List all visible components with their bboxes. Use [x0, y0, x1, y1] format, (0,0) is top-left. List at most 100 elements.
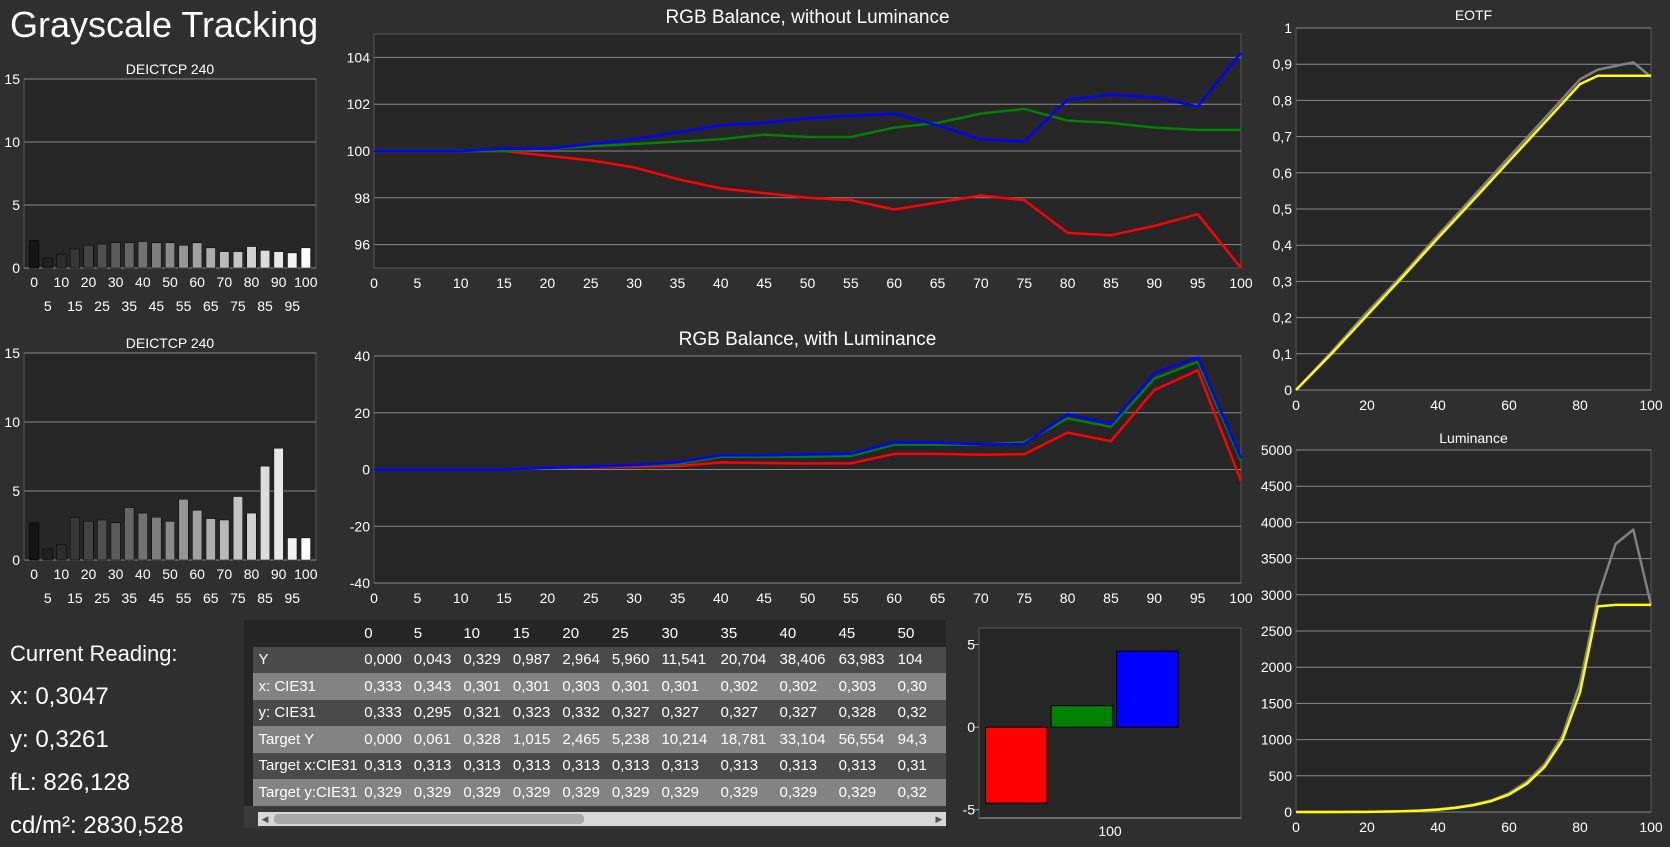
deictcp-top-plot-area [23, 78, 317, 269]
rgb-bars-ytick-label: -5 [963, 802, 976, 818]
table-cell: 0,000 [358, 646, 408, 673]
deictcp-bottom-bar [260, 465, 271, 561]
row-selector[interactable] [244, 726, 253, 753]
deictcp-top-bar [164, 242, 176, 269]
table-cell: 0,313 [457, 752, 507, 779]
table-cell: 0,327 [605, 699, 656, 726]
deictcp-bottom-bar [232, 496, 243, 561]
table-cell: 0,061 [407, 726, 458, 753]
rgb-without-lum-ytick-label: 102 [347, 96, 371, 112]
deictcp-top-bar [205, 247, 216, 269]
luminance-ytick-label: 4000 [1261, 514, 1292, 530]
table-cell: 0,301 [605, 673, 656, 700]
rgb-with-lum-ytick-label: 40 [354, 348, 370, 364]
row-label: Target x:CIE31 [252, 752, 359, 779]
deictcp-top-bar [192, 242, 203, 269]
rgb-without-lum-xtick-label: 40 [713, 275, 729, 291]
table-cell: 0,32 [891, 779, 946, 806]
rgb-with-lum-xtick-label: 70 [973, 590, 989, 606]
deictcp-bottom-xtick-label: 45 [149, 590, 165, 606]
column-header: 5 [407, 620, 458, 647]
rgb-with-lum-xtick-label: 35 [670, 590, 686, 606]
luminance-ytick-label: 1500 [1261, 695, 1292, 711]
deictcp-top-xtick-label: 25 [94, 298, 110, 314]
scroll-left-arrow-icon[interactable]: ◀ [261, 814, 269, 824]
table-row[interactable]: Y 0,000 0,043 0,329 0,987 2,964 5,960 11,541 20,… [244, 646, 946, 673]
rgb-bars-bar-green [1050, 705, 1114, 728]
table-cell: 0,329 [714, 779, 774, 806]
deictcp-bottom-xtick-label: 85 [257, 590, 273, 606]
row-selector[interactable] [244, 673, 253, 700]
rgb-without-lum-xtick-label: 20 [540, 275, 556, 291]
rgb-without-lum-xtick-label: 100 [1229, 275, 1253, 291]
deictcp-bottom-bar [83, 521, 94, 561]
rgb-with-lum-xtick-label: 95 [1190, 590, 1206, 606]
rgb-with-lum-xtick-label: 0 [370, 590, 378, 606]
deictcp-top-xtick-label: 75 [230, 298, 246, 314]
column-header: 0 [358, 620, 408, 647]
table-cell: 0,301 [655, 673, 715, 700]
rgb-with-lum-ytick-label: 20 [354, 405, 370, 421]
rgb-with-lum-xtick-label: 25 [583, 590, 599, 606]
deictcp-bottom-ytick-label: 10 [4, 414, 20, 430]
deictcp-top-ytick-label: 5 [12, 197, 20, 213]
row-selector[interactable] [244, 779, 253, 806]
table-row[interactable]: Target y:CIE31 0,329 0,329 0,329 0,329 0,329 0… [244, 779, 946, 806]
measurement-table-panel[interactable]: 0 5 10 15 20 25 30 35 40 45 50 Y 0,000 0,043 0,329 0,98… [244, 620, 946, 828]
corner-cell [252, 620, 359, 647]
row-selector-header [244, 620, 253, 647]
rgb-without-lum-xtick-label: 80 [1060, 275, 1076, 291]
deictcp-top-xtick-label: 45 [149, 298, 165, 314]
table-row[interactable]: x: CIE31 0,333 0,343 0,301 0,301 0,303 0,301 0,… [244, 673, 946, 700]
column-header: 15 [506, 620, 557, 647]
table-cell: 0,313 [407, 752, 458, 779]
eotf-ytick-label: 0,9 [1273, 56, 1293, 72]
rgb-with-lum-xtick-label: 100 [1229, 590, 1253, 606]
rgb-without-lum-xtick-label: 85 [1103, 275, 1119, 291]
rgb-without-lum-xtick-label: 15 [496, 275, 512, 291]
row-selector[interactable] [244, 699, 253, 726]
row-label: Target Y [252, 726, 359, 753]
eotf-ytick-label: 0,2 [1273, 310, 1293, 326]
deictcp-bottom-xtick-label: 25 [94, 590, 110, 606]
row-selector[interactable] [244, 752, 253, 779]
deictcp-bottom-xtick-label: 0 [30, 566, 38, 582]
deictcp-top-bar [56, 253, 67, 269]
rgb-without-lum-xtick-label: 50 [800, 275, 816, 291]
table-cell: 104 [891, 646, 946, 673]
table-cell: 94,3 [891, 726, 946, 753]
eotf-xtick-label: 80 [1572, 397, 1588, 413]
rgb-with-lum-xtick-label: 50 [800, 590, 816, 606]
rgb-without-lum-ytick-label: 98 [354, 190, 370, 206]
table-horizontal-scrollbar[interactable]: ◀ ▶ [258, 812, 946, 826]
luminance-title: Luminance [1439, 430, 1508, 446]
scroll-thumb[interactable] [274, 814, 584, 824]
table-row[interactable]: Target x:CIE31 0,313 0,313 0,313 0,313 0,313 0… [244, 752, 946, 779]
deictcp-bottom-xtick-label: 100 [294, 566, 318, 582]
rgb-without-lum-series-green-line [374, 107, 1241, 153]
column-header: 40 [773, 620, 833, 647]
eotf-ytick-label: 0,4 [1273, 237, 1293, 253]
deictcp-top-bar [246, 246, 257, 269]
eotf-xtick-label: 0 [1292, 397, 1300, 413]
rgb-with-lum-xtick-label: 65 [930, 590, 946, 606]
table-row[interactable]: Target Y 0,000 0,061 0,328 1,015 2,465 5,238 10… [244, 726, 946, 753]
luminance-xtick-label: 100 [1639, 819, 1663, 835]
scroll-right-arrow-icon[interactable]: ▶ [935, 814, 943, 824]
deictcp-bottom-bar [151, 516, 162, 561]
table-cell: 0,327 [773, 699, 833, 726]
table-cell: 0,313 [358, 752, 408, 779]
deictcp-bottom-bar [273, 447, 284, 561]
deictcp-top-bar [260, 250, 271, 269]
luminance-ytick-label: 3500 [1261, 551, 1292, 567]
deictcp-bottom-ytick-label: 0 [12, 552, 20, 568]
deictcp-bottom-bar [97, 519, 108, 561]
table-cell: 0,32 [891, 699, 946, 726]
luminance-ytick-label: 0 [1284, 804, 1292, 820]
table-row[interactable]: y: CIE31 0,333 0,295 0,321 0,323 0,332 0,327 0,… [244, 699, 946, 726]
table-cell: 0,302 [714, 673, 774, 700]
table-cell: 0,313 [655, 752, 715, 779]
table-cell: 10,214 [655, 726, 715, 753]
row-selector[interactable] [244, 646, 253, 673]
table-cell: 0,329 [556, 779, 606, 806]
